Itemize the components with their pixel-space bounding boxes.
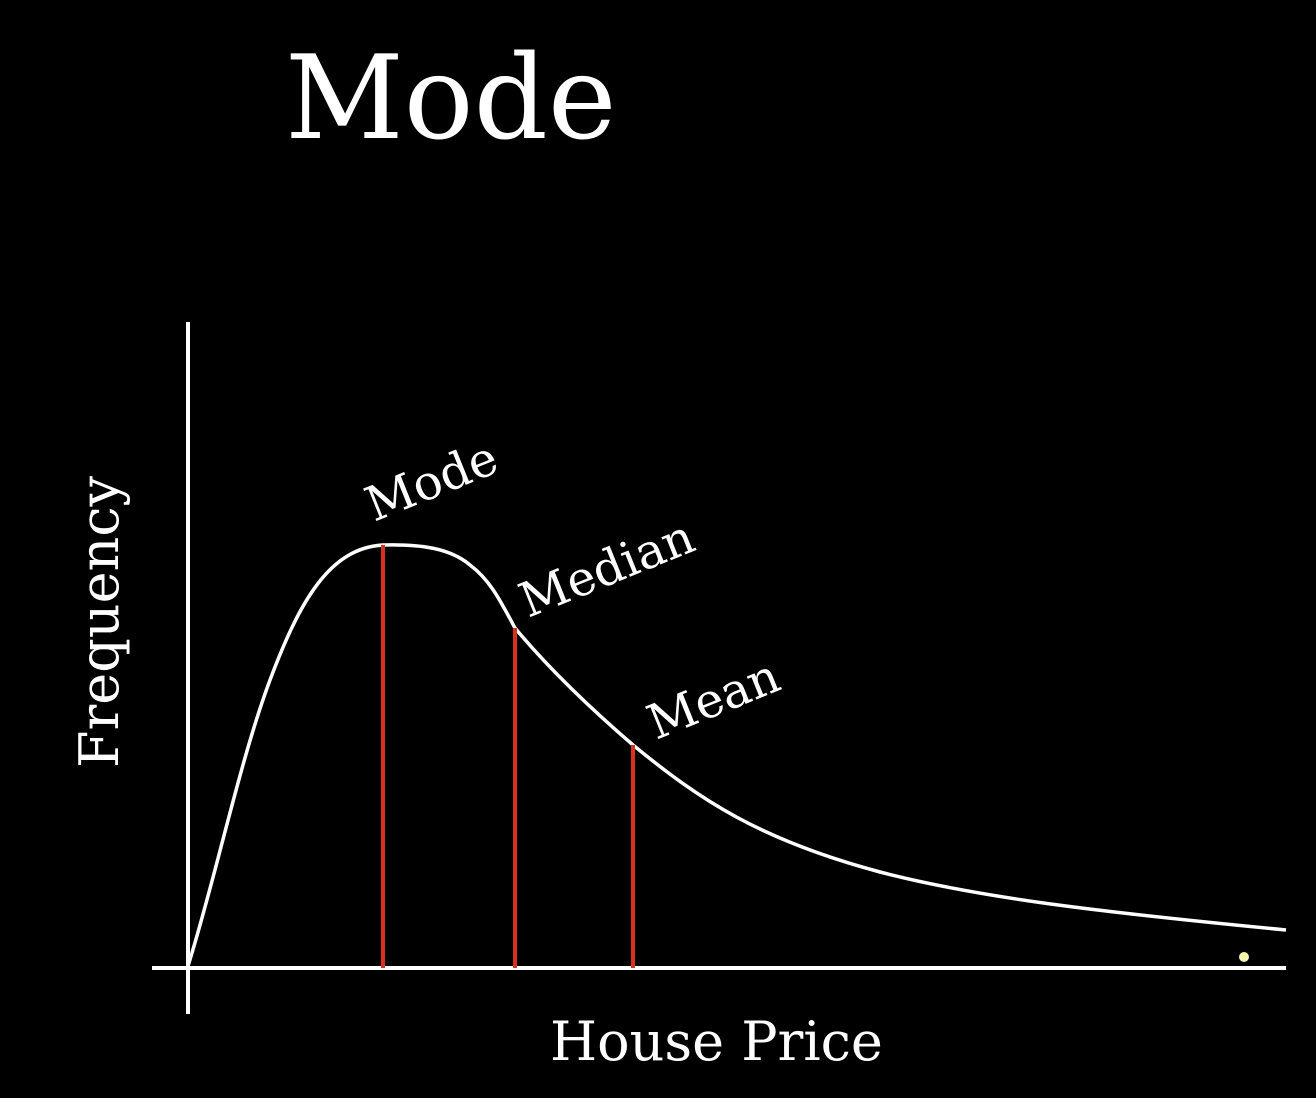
page-title: Mode xyxy=(285,31,617,166)
marker-dot xyxy=(1239,952,1249,962)
y-axis-label: Frequency xyxy=(68,475,131,768)
x-axis-label: House Price xyxy=(550,1010,883,1073)
mean-label: Mean xyxy=(640,648,788,751)
distribution-curve xyxy=(186,543,1287,967)
median-label: Median xyxy=(512,509,703,630)
mode-label: Mode xyxy=(358,430,506,533)
